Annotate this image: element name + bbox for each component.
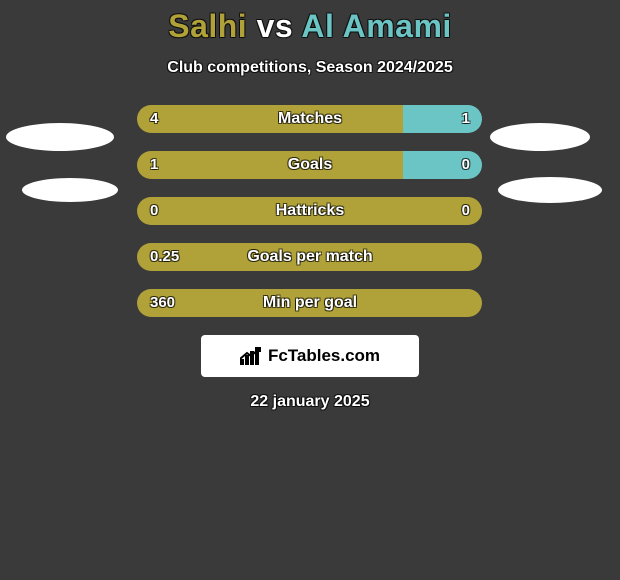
stat-row: 10Goals bbox=[0, 151, 620, 179]
decoration-ellipse bbox=[498, 177, 602, 203]
arrow-icon bbox=[240, 347, 262, 361]
subtitle: Club competitions, Season 2024/2025 bbox=[0, 59, 620, 77]
stat-label: Goals bbox=[0, 151, 620, 179]
comparison-card: Salhi vs Al Amami Club competitions, Sea… bbox=[0, 0, 620, 580]
title-player2: Al Amami bbox=[301, 8, 451, 44]
decoration-ellipse bbox=[22, 178, 118, 202]
title-player1: Salhi bbox=[168, 8, 247, 44]
decoration-ellipse bbox=[6, 123, 114, 151]
barchart-icon bbox=[240, 347, 262, 365]
stat-row: 360Min per goal bbox=[0, 289, 620, 317]
decoration-ellipse bbox=[490, 123, 590, 151]
stat-label: Goals per match bbox=[0, 243, 620, 271]
stat-row: 0.25Goals per match bbox=[0, 243, 620, 271]
page-title: Salhi vs Al Amami bbox=[0, 0, 620, 45]
logo-badge: FcTables.com bbox=[201, 335, 419, 377]
logo-text: FcTables.com bbox=[268, 346, 380, 366]
title-vs: vs bbox=[257, 8, 294, 44]
date-label: 22 january 2025 bbox=[0, 393, 620, 411]
stat-label: Min per goal bbox=[0, 289, 620, 317]
